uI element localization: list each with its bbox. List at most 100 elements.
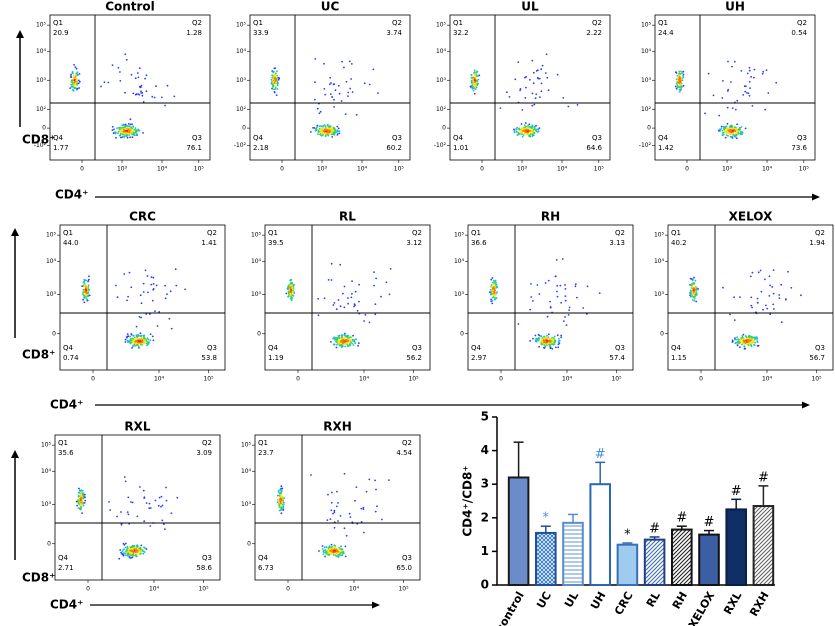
- y-tick-label: 10³: [454, 291, 465, 298]
- quadrant-value: 2.97: [471, 354, 487, 362]
- quadrant-name: Q4: [671, 344, 682, 352]
- event-dot: [531, 59, 534, 62]
- event-dot: [693, 299, 696, 302]
- event-dot: [343, 527, 346, 530]
- event-dot: [184, 288, 187, 291]
- y-tick-label: 10⁵: [251, 232, 262, 239]
- event-dot: [335, 131, 338, 133]
- quadrant-value: 60.2: [386, 144, 402, 152]
- event-dot: [325, 546, 328, 548]
- event-dot: [775, 81, 778, 84]
- event-dot: [741, 335, 744, 337]
- event-dot: [272, 84, 274, 86]
- event-dot: [143, 551, 146, 553]
- quadrant-value: 44.0: [63, 239, 79, 247]
- event-dot: [718, 114, 721, 117]
- event-dot: [129, 136, 132, 139]
- event-dot: [560, 334, 563, 337]
- event-dot: [530, 132, 533, 134]
- event-dot: [742, 94, 745, 96]
- event-dot: [170, 512, 173, 514]
- event-dot: [351, 339, 354, 342]
- event-dot: [553, 335, 556, 338]
- quadrant-name: Q2: [592, 19, 602, 27]
- event-dot: [142, 132, 144, 134]
- event-dot: [279, 503, 282, 506]
- event-dot: [333, 134, 336, 136]
- quadrant-name: Q1: [658, 19, 668, 27]
- y-tick-label: -10²: [434, 142, 447, 149]
- event-dot: [748, 342, 751, 345]
- event-dot: [778, 297, 781, 299]
- event-dot: [721, 132, 724, 135]
- event-dot: [347, 91, 350, 94]
- quadrant-name: Q1: [63, 229, 73, 237]
- event-dot: [374, 510, 377, 513]
- event-dot: [329, 518, 332, 520]
- event-dot: [119, 126, 122, 129]
- event-dot: [353, 305, 355, 308]
- event-dot: [741, 131, 744, 134]
- event-dot: [328, 553, 330, 556]
- event-dot: [134, 127, 137, 129]
- event-dot: [77, 79, 80, 82]
- event-dot: [344, 345, 346, 348]
- event-dot: [712, 94, 715, 97]
- y-tick-label: 10⁴: [241, 468, 252, 475]
- event-dot: [363, 531, 365, 534]
- event-dot: [79, 508, 82, 511]
- event-dot: [759, 269, 762, 272]
- event-dot: [142, 282, 145, 285]
- panel-title: UC: [321, 0, 340, 14]
- event-dot: [131, 501, 134, 504]
- event-dot: [733, 126, 736, 128]
- event-dot: [276, 70, 278, 73]
- event-dot: [475, 82, 478, 84]
- event-dot: [560, 336, 563, 339]
- event-dot: [320, 134, 322, 137]
- event-dot: [473, 71, 476, 73]
- event-dot: [139, 86, 142, 89]
- event-dot: [103, 81, 106, 84]
- event-dot: [142, 101, 145, 103]
- plot-frame: [264, 224, 431, 371]
- event-dot: [80, 490, 83, 492]
- quadrant-value: 1.28: [186, 29, 202, 37]
- event-dot: [111, 129, 114, 132]
- event-dot: [350, 296, 353, 299]
- event-dot: [78, 489, 81, 492]
- event-dot: [124, 53, 127, 56]
- event-dot: [341, 552, 344, 555]
- event-dot: [355, 113, 358, 116]
- quadrant-value: 64.6: [586, 144, 602, 152]
- event-dot: [329, 125, 332, 128]
- event-dot: [340, 545, 342, 548]
- event-dot: [682, 76, 685, 79]
- bar: [589, 483, 611, 587]
- event-dot: [490, 278, 493, 281]
- event-dot: [514, 78, 517, 81]
- event-dot: [82, 502, 85, 505]
- event-dot: [679, 70, 681, 73]
- event-dot: [134, 546, 137, 549]
- event-dot: [76, 82, 78, 85]
- event-dot: [339, 515, 342, 517]
- event-dot: [347, 95, 349, 97]
- x-tick-label: 10⁵: [398, 586, 409, 593]
- quadrant-name: Q4: [268, 344, 279, 352]
- event-dot: [558, 337, 560, 340]
- event-dot: [324, 126, 327, 128]
- event-dot: [491, 285, 493, 288]
- event-dot: [385, 281, 388, 284]
- event-dot: [330, 551, 332, 554]
- event-dot: [520, 123, 523, 125]
- y-tick-label: 10⁵: [41, 442, 52, 449]
- event-dot: [111, 125, 114, 128]
- event-dot: [130, 286, 133, 289]
- event-dot: [529, 78, 531, 81]
- event-dot: [536, 284, 539, 286]
- event-dot: [352, 344, 355, 346]
- plot-frame: [654, 14, 816, 161]
- quadrant-value: 4.54: [396, 449, 412, 457]
- event-dot: [682, 73, 685, 76]
